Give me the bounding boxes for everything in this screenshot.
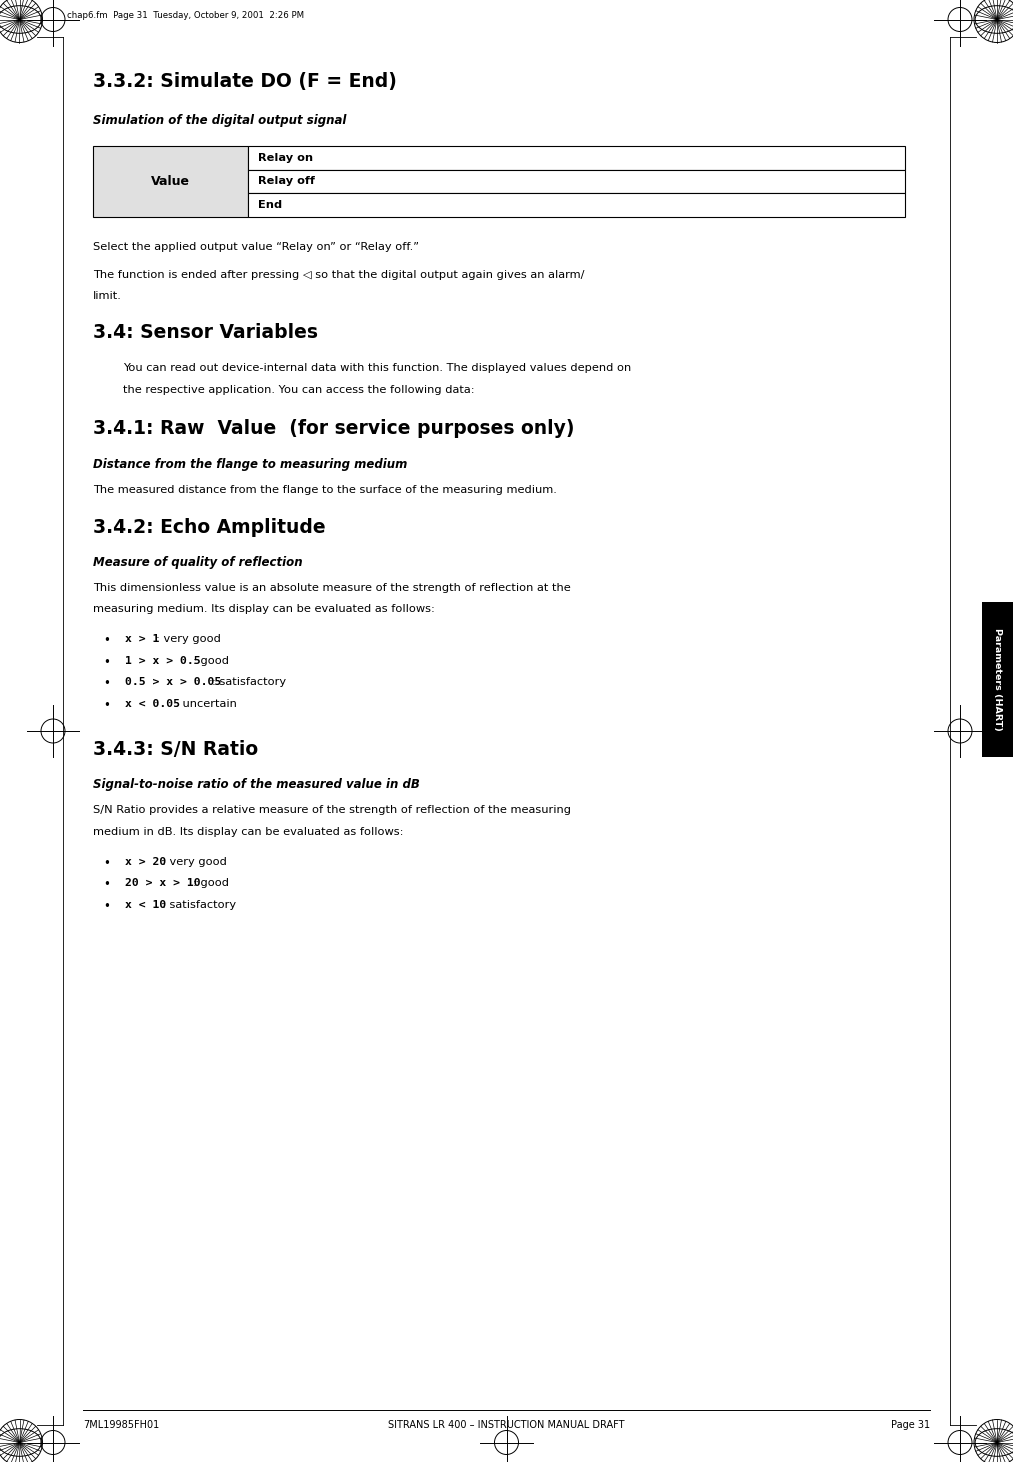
- Text: Measure of quality of reflection: Measure of quality of reflection: [93, 556, 303, 569]
- Text: Parameters (HART): Parameters (HART): [993, 629, 1002, 731]
- Text: 3.3.2: Simulate DO (F = End): 3.3.2: Simulate DO (F = End): [93, 72, 397, 91]
- Text: limit.: limit.: [93, 291, 122, 301]
- Text: End: End: [258, 200, 283, 209]
- Bar: [248, 193, 905, 216]
- Text: •: •: [103, 879, 109, 890]
- Text: The function is ended after pressing ◁ so that the digital output again gives an: The function is ended after pressing ◁ s…: [93, 269, 585, 279]
- Text: Simulation of the digital output signal: Simulation of the digital output signal: [93, 114, 346, 127]
- Text: 1 > x > 0.5: 1 > x > 0.5: [125, 655, 201, 665]
- Text: : satisfactory: : satisfactory: [162, 899, 236, 909]
- Text: x < 0.05: x < 0.05: [125, 699, 180, 709]
- Text: •: •: [103, 857, 109, 870]
- Text: Value: Value: [151, 175, 190, 187]
- Text: : good: : good: [193, 655, 229, 665]
- Text: the respective application. You can access the following data:: the respective application. You can acce…: [123, 385, 475, 395]
- Bar: [248, 170, 905, 193]
- Text: •: •: [103, 677, 109, 690]
- Text: •: •: [103, 635, 109, 648]
- Text: 3.4.3: S/N Ratio: 3.4.3: S/N Ratio: [93, 740, 258, 759]
- Text: This dimensionless value is an absolute measure of the strength of reflection at: This dimensionless value is an absolute …: [93, 582, 570, 592]
- Bar: [248, 146, 905, 170]
- Text: 3.4.2: Echo Amplitude: 3.4.2: Echo Amplitude: [93, 518, 325, 537]
- Text: 0.5 > x > 0.05: 0.5 > x > 0.05: [125, 677, 221, 687]
- Text: : very good: : very good: [156, 635, 221, 643]
- Text: : satisfactory: : satisfactory: [212, 677, 286, 687]
- Text: Page 31: Page 31: [890, 1420, 930, 1430]
- Text: •: •: [103, 655, 109, 668]
- Text: •: •: [103, 899, 109, 912]
- Text: Relay off: Relay off: [258, 177, 315, 186]
- Text: Select the applied output value “Relay on” or “Relay off.”: Select the applied output value “Relay o…: [93, 241, 419, 251]
- Text: You can read out device-internal data with this function. The displayed values d: You can read out device-internal data wi…: [123, 363, 631, 373]
- Text: 3.4: Sensor Variables: 3.4: Sensor Variables: [93, 323, 318, 342]
- Text: S/N Ratio provides a relative measure of the strength of reflection of the measu: S/N Ratio provides a relative measure of…: [93, 806, 571, 814]
- Text: 7ML19985FH01: 7ML19985FH01: [83, 1420, 159, 1430]
- Text: medium in dB. Its display can be evaluated as follows:: medium in dB. Its display can be evaluat…: [93, 826, 403, 836]
- Text: x > 1: x > 1: [125, 635, 159, 643]
- Text: SITRANS LR 400 – INSTRUCTION MANUAL DRAFT: SITRANS LR 400 – INSTRUCTION MANUAL DRAF…: [388, 1420, 625, 1430]
- Text: Signal-to-noise ratio of the measured value in dB: Signal-to-noise ratio of the measured va…: [93, 778, 419, 791]
- Text: : very good: : very good: [162, 857, 227, 867]
- Text: x > 20: x > 20: [125, 857, 166, 867]
- Text: x < 10: x < 10: [125, 899, 166, 909]
- Text: The measured distance from the flange to the surface of the measuring medium.: The measured distance from the flange to…: [93, 484, 557, 494]
- Text: Relay on: Relay on: [258, 152, 313, 162]
- Text: measuring medium. Its display can be evaluated as follows:: measuring medium. Its display can be eva…: [93, 604, 435, 614]
- Text: •: •: [103, 699, 109, 712]
- Text: 3.4.1: Raw  Value  (for service purposes only): 3.4.1: Raw Value (for service purposes o…: [93, 420, 574, 439]
- Text: Distance from the flange to measuring medium: Distance from the flange to measuring me…: [93, 458, 407, 471]
- Text: : good: : good: [193, 879, 229, 887]
- Text: : uncertain: : uncertain: [174, 699, 236, 709]
- Text: 20 > x > 10: 20 > x > 10: [125, 879, 201, 887]
- Text: chap6.fm  Page 31  Tuesday, October 9, 2001  2:26 PM: chap6.fm Page 31 Tuesday, October 9, 200…: [67, 12, 304, 20]
- Bar: [983, 602, 1013, 757]
- Bar: [93, 146, 248, 216]
